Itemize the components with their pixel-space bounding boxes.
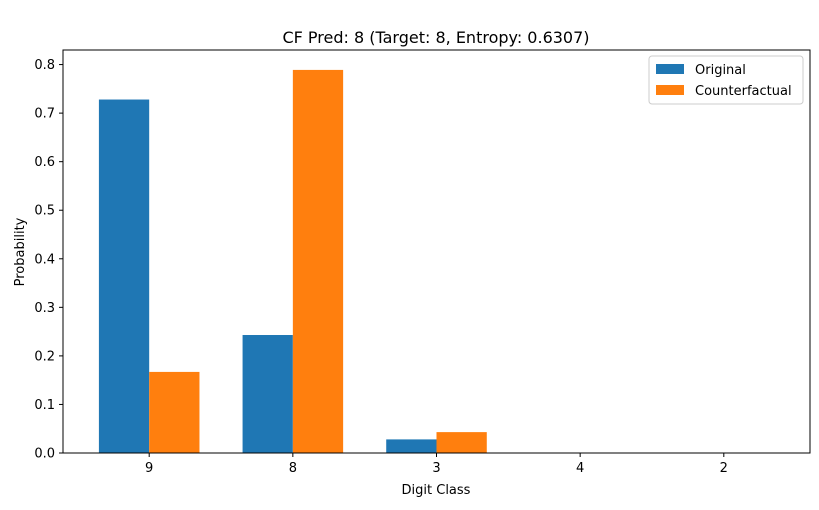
x-tick-label: 8 [289,461,297,476]
y-tick-label: 0.5 [34,204,55,219]
y-tick-label: 0.0 [34,447,55,462]
legend-label-counterfactual: Counterfactual [695,84,792,99]
y-tick-label: 0.6 [34,155,55,170]
y-tick-label: 0.8 [34,58,55,73]
y-axis: 0.0 0.1 0.2 0.3 0.4 0.5 0.6 0.7 0.8 [34,58,63,461]
x-tick-label: 4 [576,461,584,476]
bar-original-3 [386,439,436,453]
bar-original-8 [243,335,293,453]
y-tick-label: 0.2 [34,349,55,364]
legend-swatch-counterfactual [656,85,684,95]
bar-original-9 [99,100,149,453]
legend-swatch-original [656,64,684,74]
x-axis-label: Digit Class [402,483,471,498]
y-axis-label: Probability [13,217,28,286]
y-tick-label: 0.1 [34,398,55,413]
y-tick-label: 0.4 [34,252,55,267]
y-tick-label: 0.7 [34,107,55,122]
legend-label-original: Original [695,63,746,78]
legend: Original Counterfactual [649,56,803,104]
y-tick-label: 0.3 [34,301,55,316]
x-tick-label: 2 [720,461,728,476]
chart-title: CF Pred: 8 (Target: 8, Entropy: 0.6307) [282,28,589,47]
bar-counterfactual-8 [293,70,343,453]
x-tick-label: 9 [145,461,153,476]
bar-counterfactual-3 [437,432,487,453]
bars-layer [99,70,631,453]
bar-counterfactual-9 [149,372,199,453]
x-axis: 9 8 3 4 2 [145,453,728,476]
x-tick-label: 3 [432,461,440,476]
